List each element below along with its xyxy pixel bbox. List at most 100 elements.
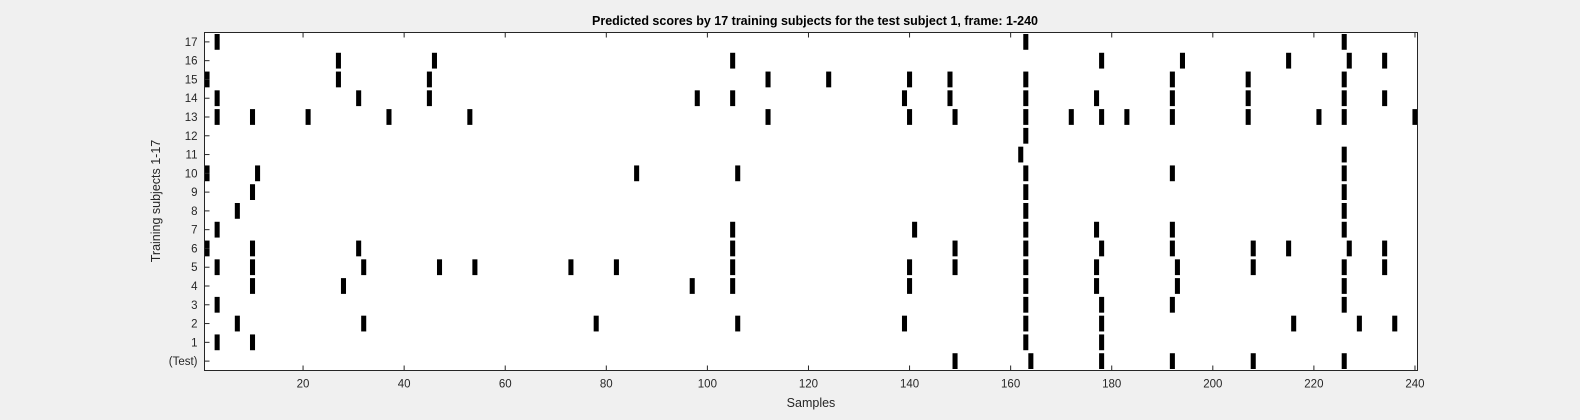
- x-axis-label: Samples: [787, 396, 836, 410]
- score-mark: [912, 221, 918, 238]
- x-tick-label: 40: [398, 379, 411, 391]
- score-mark: [214, 34, 220, 50]
- score-mark: [1169, 90, 1175, 107]
- score-mark: [1346, 240, 1352, 257]
- score-mark: [1179, 52, 1185, 69]
- y-tick-label: 2: [191, 319, 197, 331]
- score-mark: [952, 109, 958, 125]
- score-mark: [952, 353, 958, 369]
- score-mark: [249, 240, 256, 257]
- score-mark: [436, 259, 443, 276]
- score-mark: [335, 71, 341, 88]
- y-tick-label: 11: [186, 150, 198, 162]
- x-tick-label: 180: [1102, 379, 1121, 391]
- x-tick-label: 120: [799, 379, 818, 391]
- y-tick-label: 5: [191, 262, 197, 274]
- score-mark: [1341, 90, 1347, 107]
- score-mark: [214, 90, 220, 107]
- x-tick-label: 140: [900, 379, 919, 391]
- plot-area: [204, 32, 1418, 371]
- score-mark: [1023, 334, 1029, 351]
- score-mark: [1341, 146, 1347, 163]
- score-mark: [634, 165, 640, 182]
- score-mark: [1023, 221, 1029, 238]
- score-mark: [907, 71, 913, 88]
- y-tick-label: 16: [185, 56, 198, 68]
- score-mark: [1099, 109, 1105, 125]
- score-mark: [1099, 240, 1105, 257]
- score-mark: [1316, 109, 1322, 125]
- y-tick-label: 15: [185, 74, 198, 86]
- heatmap-marks: [204, 34, 1418, 369]
- score-mark: [1341, 259, 1347, 276]
- score-mark: [234, 315, 240, 332]
- score-mark: [1286, 52, 1292, 69]
- score-mark: [593, 315, 599, 332]
- score-mark: [1382, 240, 1388, 257]
- plot-frame: [204, 32, 1418, 371]
- score-mark: [431, 52, 437, 69]
- x-tick-label: 160: [1001, 379, 1020, 391]
- score-mark: [730, 90, 736, 107]
- score-mark: [214, 221, 220, 238]
- score-mark: [1341, 109, 1347, 125]
- score-mark: [1023, 296, 1029, 313]
- x-tick-label: 80: [600, 379, 613, 391]
- score-mark: [386, 109, 392, 125]
- score-mark: [1094, 221, 1100, 238]
- y-tick-label: 9: [191, 187, 197, 199]
- score-mark: [249, 109, 256, 125]
- y-tick-label: 13: [185, 112, 198, 124]
- score-mark: [1023, 240, 1029, 257]
- score-mark: [730, 278, 736, 294]
- score-mark: [249, 184, 256, 200]
- score-mark: [735, 315, 741, 332]
- score-mark: [1169, 71, 1175, 88]
- score-mark: [1094, 90, 1100, 107]
- y-tick-label: 14: [185, 93, 198, 105]
- y-tick-label: 3: [191, 300, 197, 312]
- score-mark: [249, 334, 256, 351]
- score-mark: [1023, 71, 1029, 88]
- score-mark: [1124, 109, 1130, 125]
- score-mark: [1250, 353, 1256, 369]
- score-mark: [1023, 203, 1029, 219]
- score-mark: [1382, 52, 1388, 69]
- score-mark: [340, 278, 347, 294]
- chart-title: Predicted scores by 17 training subjects…: [592, 14, 1038, 28]
- score-mark: [1023, 259, 1029, 276]
- score-mark: [735, 165, 741, 182]
- score-mark: [1023, 34, 1029, 50]
- score-mark: [952, 259, 958, 276]
- score-mark: [214, 109, 220, 125]
- score-mark: [689, 278, 695, 294]
- score-mark: [335, 52, 341, 69]
- score-mark: [1094, 259, 1100, 276]
- score-mark: [305, 109, 311, 125]
- score-mark: [467, 109, 473, 125]
- y-tick-label: 6: [191, 243, 197, 255]
- x-tick-label: 200: [1203, 379, 1222, 391]
- y-tick-label: (Test): [169, 356, 198, 368]
- score-mark: [694, 90, 700, 107]
- score-mark: [1341, 296, 1347, 313]
- score-mark: [613, 259, 619, 276]
- score-mark: [361, 315, 367, 332]
- score-mark: [730, 240, 736, 257]
- score-mark: [765, 109, 771, 125]
- score-mark: [426, 90, 432, 107]
- score-mark: [1382, 90, 1388, 107]
- score-mark: [361, 259, 367, 276]
- score-mark: [1346, 52, 1352, 69]
- score-mark: [1392, 315, 1398, 332]
- x-tick-label: 240: [1405, 379, 1424, 391]
- score-mark: [1174, 278, 1180, 294]
- score-mark: [1341, 71, 1347, 88]
- score-mark: [1018, 146, 1024, 163]
- y-tick-label: 10: [185, 168, 198, 180]
- score-mark: [1245, 109, 1251, 125]
- x-tick-label: 60: [499, 379, 512, 391]
- score-mark: [568, 259, 574, 276]
- score-mark: [1341, 353, 1347, 369]
